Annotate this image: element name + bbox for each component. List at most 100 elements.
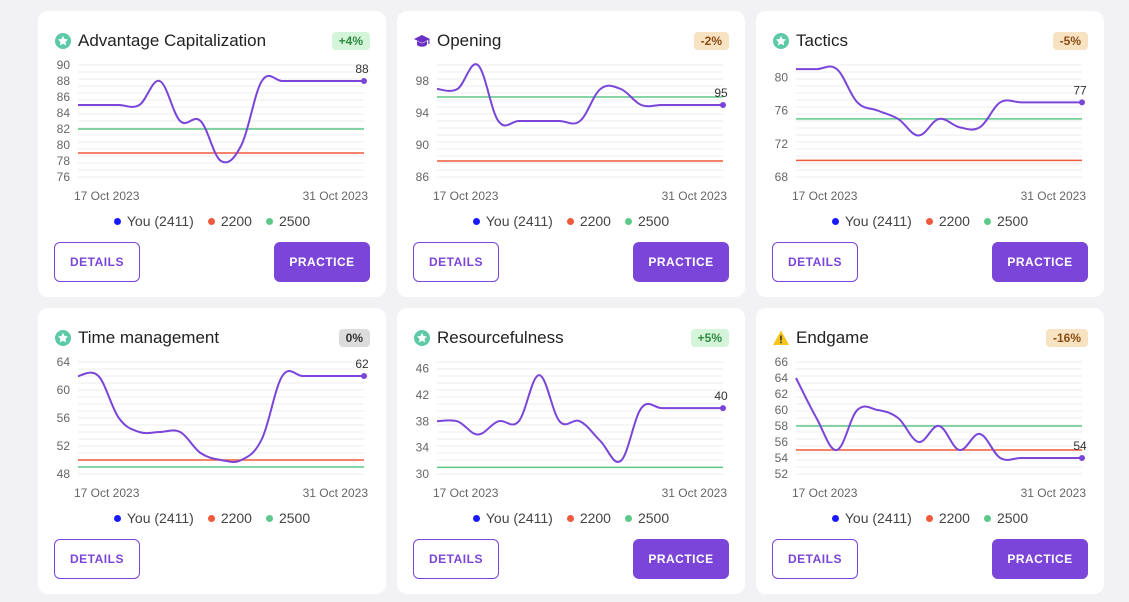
legend-dot-2200 bbox=[566, 217, 574, 225]
star-badge-icon bbox=[772, 32, 790, 50]
y-tick-label: 38 bbox=[416, 414, 430, 428]
x-end-label: 31 Oct 2023 bbox=[303, 486, 369, 500]
y-tick-label: 82 bbox=[57, 122, 71, 136]
legend-dot-2500 bbox=[624, 514, 632, 522]
card-header: Opening -2% bbox=[413, 29, 729, 53]
y-tick-label: 84 bbox=[57, 106, 71, 120]
change-badge: 0% bbox=[338, 329, 370, 347]
legend-dot-you bbox=[472, 217, 480, 225]
details-button[interactable]: DETAILS bbox=[413, 242, 499, 282]
legend-item-2500: 2500 bbox=[624, 510, 669, 526]
legend-label-you: You (2411) bbox=[485, 213, 553, 229]
legend-dot-2200 bbox=[207, 217, 215, 225]
practice-button[interactable]: PRACTICE bbox=[992, 539, 1088, 579]
y-tick-label: 88 bbox=[57, 74, 71, 88]
star-badge-icon bbox=[54, 329, 72, 347]
legend-dot-2500 bbox=[983, 217, 991, 225]
rating-chart: 76 78 80 82 84 86 88 90 88 17 Oct 2023 31 Oct 2023 bbox=[57, 59, 369, 203]
x-end-label: 31 Oct 2023 bbox=[1021, 189, 1087, 203]
legend-dot-2500 bbox=[265, 217, 273, 225]
legend-dot-you bbox=[113, 217, 121, 225]
y-tick-label: 54 bbox=[775, 451, 789, 465]
y-tick-label: 64 bbox=[57, 356, 71, 369]
skill-card: Advantage Capitalization +4% 76 78 80 82 84 8… bbox=[38, 11, 386, 297]
change-badge: +4% bbox=[331, 32, 370, 50]
legend-dot-2500 bbox=[624, 217, 632, 225]
y-tick-label: 60 bbox=[775, 403, 789, 417]
y-tick-label: 76 bbox=[57, 170, 71, 184]
practice-button[interactable]: PRACTICE bbox=[633, 242, 729, 282]
details-button[interactable]: DETAILS bbox=[54, 539, 140, 579]
y-tick-label: 78 bbox=[57, 154, 71, 168]
series-line-you bbox=[77, 370, 364, 463]
legend-label-2500: 2500 bbox=[278, 213, 311, 229]
last-value-label: 62 bbox=[355, 357, 369, 371]
legend-item-2500: 2500 bbox=[983, 213, 1029, 229]
legend-item-you: You (2411) bbox=[472, 213, 553, 229]
chart-legend: You (2411) 2200 2500 bbox=[38, 510, 386, 526]
card-title: Opening bbox=[437, 31, 502, 50]
chart-legend: You (2411) 2200 2500 bbox=[756, 510, 1104, 526]
card-title: Resourcefulness bbox=[437, 328, 564, 347]
legend-item-2200: 2200 bbox=[566, 213, 611, 229]
last-value-label: 40 bbox=[714, 389, 728, 403]
x-start-label: 17 Oct 2023 bbox=[792, 486, 858, 500]
legend-label-2200: 2200 bbox=[938, 213, 970, 229]
legend-item-you: You (2411) bbox=[113, 213, 194, 229]
legend-item-2500: 2500 bbox=[265, 510, 310, 526]
practice-button[interactable]: PRACTICE bbox=[633, 539, 729, 579]
card-title: Advantage Capitalization bbox=[78, 31, 267, 50]
change-badge: -16% bbox=[1045, 329, 1088, 347]
last-value-label: 54 bbox=[1073, 439, 1087, 453]
y-tick-label: 56 bbox=[57, 411, 71, 425]
rating-chart: 86 90 94 98 95 17 Oct 2023 31 Oct 2023 bbox=[416, 63, 728, 203]
skill-card: Time management 0% 48 52 56 60 64 62 17 Oct 20… bbox=[38, 308, 386, 594]
series-line-you bbox=[78, 74, 364, 164]
legend-dot-you bbox=[472, 514, 480, 522]
card-header: Endgame -16% bbox=[772, 326, 1088, 350]
legend-label-2500: 2500 bbox=[637, 213, 670, 229]
skill-card: Endgame -16% 52 54 56 58 60 62 64 66 54 17 Oct 20… bbox=[756, 308, 1104, 594]
card-title: Tactics bbox=[796, 31, 848, 50]
rating-chart: 30 34 38 42 46 40 17 Oct 2023 31 Oct 2023 bbox=[416, 361, 728, 500]
legend-dot-2200 bbox=[925, 514, 933, 522]
skill-card: Opening -2% 86 90 94 98 95 17 Oct 2023 31 Oct … bbox=[397, 11, 745, 297]
details-button[interactable]: DETAILS bbox=[772, 242, 858, 282]
change-badge: -2% bbox=[693, 32, 729, 50]
warning-icon bbox=[772, 329, 790, 347]
details-button[interactable]: DETAILS bbox=[772, 539, 858, 579]
rating-chart: 52 54 56 58 60 62 64 66 54 17 Oct 2023 31 Oct 2023 bbox=[775, 356, 1087, 500]
details-button[interactable]: DETAILS bbox=[413, 539, 499, 579]
legend-label-2200: 2200 bbox=[938, 510, 970, 526]
y-tick-label: 60 bbox=[57, 383, 71, 397]
y-tick-label: 52 bbox=[57, 439, 71, 453]
practice-button[interactable]: PRACTICE bbox=[274, 242, 370, 282]
legend-dot-2500 bbox=[983, 514, 991, 522]
last-point bbox=[1079, 455, 1085, 461]
card-header: Resourcefulness +5% bbox=[413, 326, 729, 350]
legend-item-2500: 2500 bbox=[265, 213, 311, 229]
last-value-label: 88 bbox=[355, 62, 369, 76]
y-tick-label: 98 bbox=[416, 74, 430, 88]
star-badge-icon bbox=[413, 329, 431, 347]
skill-card: Resourcefulness +5% 30 34 38 42 46 40 17 Oct 2… bbox=[397, 308, 745, 594]
y-tick-label: 90 bbox=[57, 59, 71, 72]
y-tick-label: 86 bbox=[416, 170, 430, 184]
legend-dot-you bbox=[831, 217, 839, 225]
legend-dot-2500 bbox=[265, 514, 273, 522]
legend-dot-2200 bbox=[925, 217, 933, 225]
chart-legend: You (2411) 2200 2500 bbox=[397, 213, 745, 229]
details-button[interactable]: DETAILS bbox=[54, 242, 140, 282]
star-badge-icon bbox=[54, 32, 72, 50]
legend-label-2200: 2200 bbox=[579, 213, 611, 229]
legend-label-2500: 2500 bbox=[996, 213, 1029, 229]
last-point bbox=[361, 373, 367, 379]
graduation-cap-icon bbox=[413, 32, 431, 50]
y-tick-label: 46 bbox=[416, 362, 430, 376]
y-tick-label: 42 bbox=[416, 388, 430, 402]
legend-label-2200: 2200 bbox=[220, 213, 252, 229]
practice-button[interactable]: PRACTICE bbox=[992, 242, 1088, 282]
legend-item-2200: 2200 bbox=[207, 510, 252, 526]
last-point bbox=[1079, 99, 1085, 106]
legend-label-you: You (2411) bbox=[485, 510, 553, 526]
